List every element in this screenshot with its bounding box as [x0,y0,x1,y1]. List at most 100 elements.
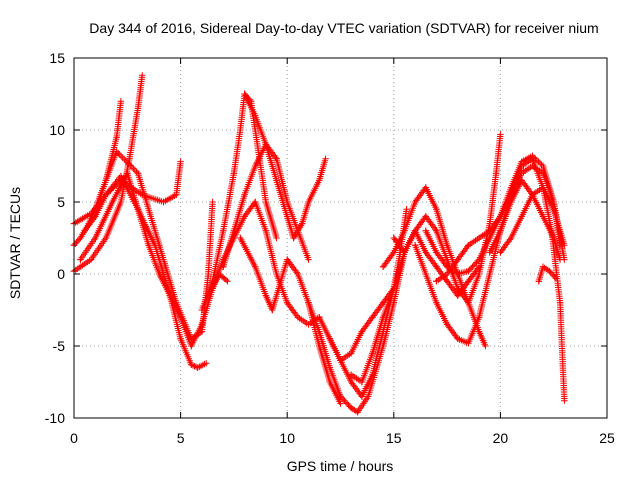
data-point-track-13-4 [369,371,376,378]
data-point-track-20-10 [529,152,536,160]
data-point-track-13-8 [403,206,410,213]
data-point-track-11-5 [284,256,291,263]
data-point-track-10-9 [322,155,329,162]
data-point-track-17-2 [411,227,419,234]
data-point-track-18-5 [465,339,472,347]
y-tick-label: 15 [49,50,65,66]
data-point-track-12-5 [354,409,361,416]
data-point-track-14-2 [337,357,344,364]
x-tick-label: 15 [386,430,402,446]
data-point-track-12-3 [337,393,344,400]
data-point-track-10-1 [252,112,259,119]
data-point-track-18-6 [475,314,483,321]
data-point-track-11-10 [337,400,344,407]
data-point-track-2-1 [87,210,95,217]
data-point-track-15-0 [347,371,355,378]
data-point-track-21-2 [507,198,515,206]
plot-frame [73,57,608,419]
data-point-track-6-6 [156,270,163,278]
data-point-track-20-8 [507,184,515,191]
data-point-track-23-0 [535,278,542,285]
series-markers [326,208,410,400]
data-point-track-12-4 [347,404,355,412]
series-markers [70,100,124,249]
data-point-track-20-5 [475,256,483,263]
data-point-track-20-6 [486,234,493,242]
data-point-track-11-2 [262,292,270,299]
data-point-track-3-1 [87,256,95,263]
data-point-track-17-11 [497,131,504,138]
data-point-track-11-9 [326,378,334,386]
data-point-track-22-3 [529,191,536,198]
data-point-track-3-3 [117,198,125,206]
data-point-track-8-8 [305,256,312,263]
data-point-track-11-6 [294,270,302,278]
series-track-11 [237,234,344,407]
data-point-track-19-1 [443,270,451,278]
y-tick-label: 5 [57,194,65,210]
data-point-track-6-1 [92,234,99,242]
data-point-track-16-2 [401,227,408,234]
data-point-track-4-1 [113,148,120,155]
data-point-track-6-5 [145,242,152,249]
data-point-track-7-2 [220,227,227,234]
data-point-track-6-7 [166,292,174,299]
data-point-track-16-0 [379,263,387,270]
data-point-track-6-13 [224,278,231,285]
data-point-track-15-1 [358,378,366,386]
data-point-track-9-3 [241,213,248,220]
data-point-track-6-2 [109,198,116,206]
data-point-track-16-3 [411,198,419,206]
data-point-track-18-4 [454,335,461,342]
data-point-track-9-4 [252,198,259,206]
data-point-track-17-1 [401,249,408,256]
data-point-track-16-10 [482,342,489,350]
data-point-track-19-5 [486,227,493,234]
data-point-track-9-2 [230,234,238,242]
data-points [70,72,568,416]
x-tick-label: 25 [599,430,615,446]
data-point-track-23-2 [546,267,553,275]
data-point-track-21-6 [550,234,557,242]
data-point-track-12-1 [315,328,323,335]
data-point-track-7-0 [198,306,206,314]
data-point-track-14-4 [358,328,366,335]
data-point-track-5-9 [194,364,201,371]
series-track-6 [77,170,231,350]
data-point-track-9-5 [262,227,270,234]
data-point-track-18-3 [443,321,451,328]
data-point-track-18-2 [433,299,440,306]
data-point-track-15-7 [422,249,429,256]
series-track-22 [497,184,568,256]
data-point-track-10-0 [241,90,248,98]
data-point-track-14-3 [347,350,355,357]
data-point-track-6-8 [177,314,184,321]
data-point-track-11-4 [275,285,282,292]
data-point-track-18-7 [486,270,493,278]
data-point-track-5-8 [188,361,195,368]
data-point-track-14-1 [326,335,334,342]
data-point-track-19-2 [454,256,461,263]
data-point-track-18-15 [561,397,568,404]
data-point-track-19-4 [475,234,483,242]
data-point-track-22-0 [497,249,504,256]
data-point-track-5-7 [177,335,184,342]
data-point-track-17-0 [390,234,397,242]
data-point-track-18-1 [422,270,429,278]
data-point-track-5-2 [102,191,110,198]
data-point-track-17-4 [433,227,440,234]
data-point-track-20-1 [433,249,440,256]
data-point-track-2-5 [160,198,167,206]
data-point-track-14-5 [369,314,376,321]
x-tick-label: 20 [493,430,509,446]
series-track-13 [326,206,410,400]
data-point-track-6-4 [134,206,142,213]
data-point-track-17-7 [465,299,472,306]
y-tick-label: -5 [53,338,66,354]
data-point-track-15-10 [454,292,461,299]
data-point-track-20-0 [422,227,429,234]
data-point-track-4-8 [209,198,216,206]
data-point-track-23-3 [552,275,560,282]
y-axis-label: SDTVAR / TECUs [7,187,23,299]
data-point-track-21-0 [486,249,493,256]
